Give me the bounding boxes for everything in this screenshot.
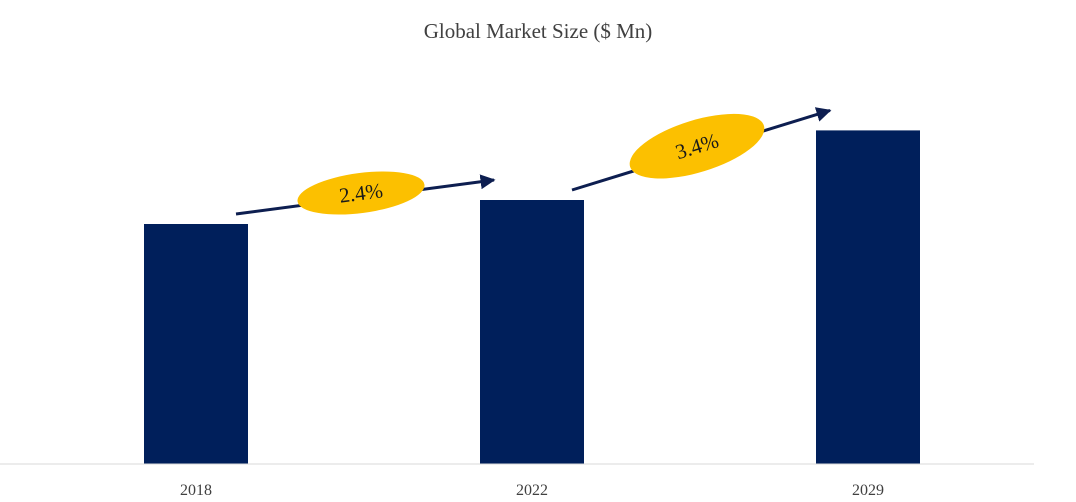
x-tick-label-2029: 2029 (852, 482, 884, 499)
growth-annotations: 2.4%3.4% (235, 107, 832, 216)
growth-badge-2 (629, 113, 765, 179)
bar-2018 (144, 224, 248, 464)
growth-badge-1 (297, 171, 425, 215)
x-tick-label-2018: 2018 (180, 482, 212, 499)
bar-2022 (480, 200, 584, 464)
growth-rate-label-1: 2.4% (338, 178, 385, 208)
chart-title: Global Market Size ($ Mn) (424, 19, 653, 43)
bars-layer (144, 130, 920, 464)
x-tick-label-2022: 2022 (516, 482, 548, 499)
bar-2029 (816, 130, 920, 464)
x-axis-ticks: 2018 2022 2029 (180, 482, 884, 499)
